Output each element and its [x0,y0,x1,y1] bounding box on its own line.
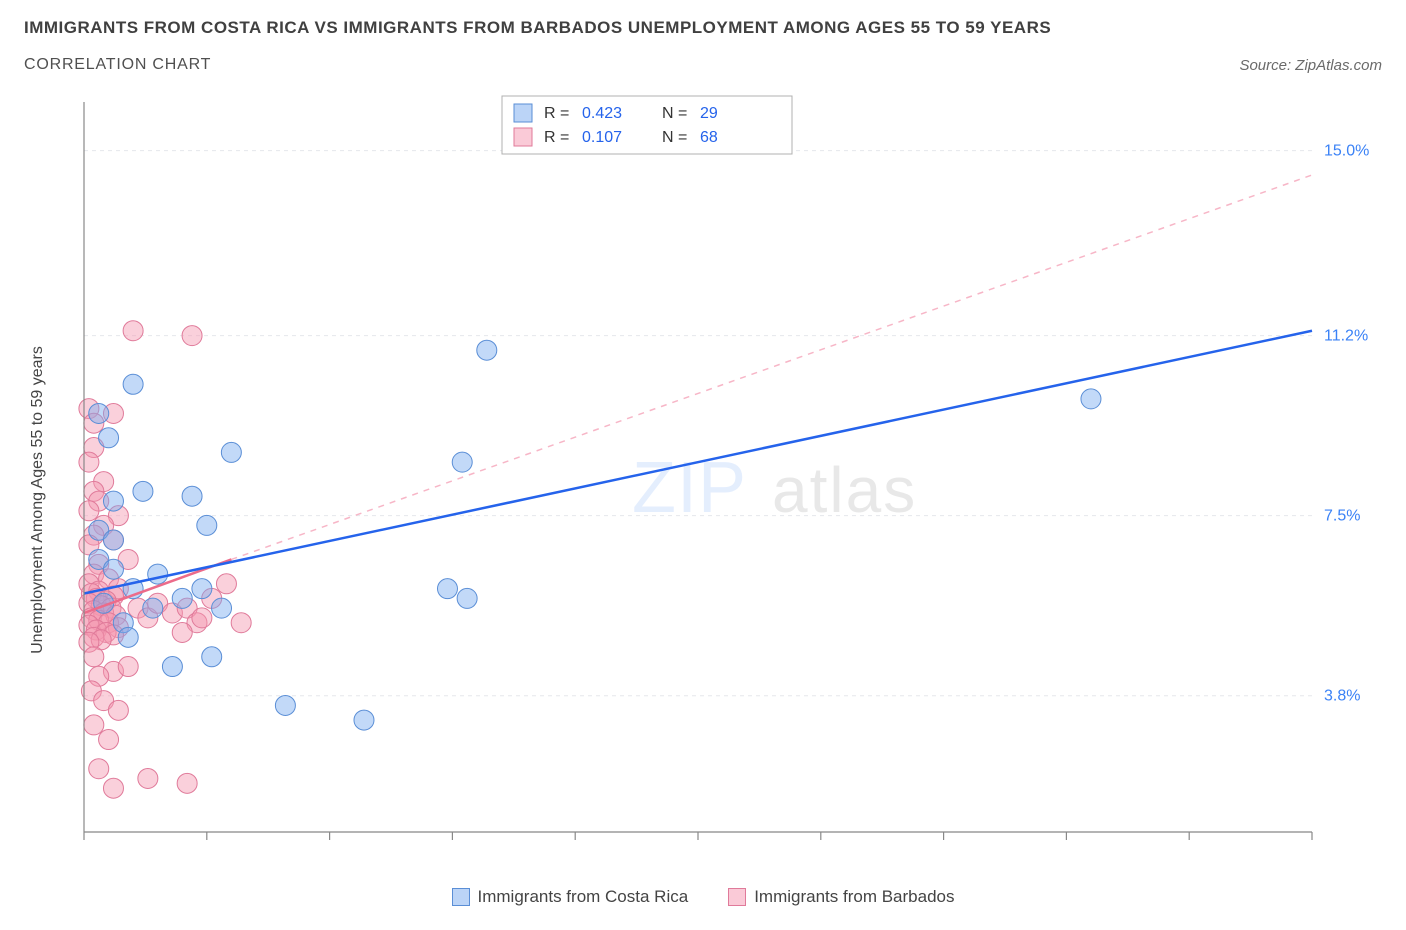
stats-legend: R = 0.423 N = 29 R = 0.107 N = 68 [502,96,792,154]
data-point [192,608,212,628]
subtitle: CORRELATION CHART [24,56,211,74]
data-point [118,627,138,647]
data-point [172,622,192,642]
data-point [192,579,212,599]
svg-text:R =: R = [544,129,569,146]
svg-text:N =: N = [662,129,687,146]
data-point [103,530,123,550]
data-point [89,403,109,423]
legend-swatch-pink [728,888,746,906]
data-point [172,588,192,608]
data-point [103,778,123,798]
data-point [138,768,158,788]
correlation-chart: Unemployment Among Ages 55 to 59 years Z… [24,92,1382,907]
page-title: IMMIGRANTS FROM COSTA RICA VS IMMIGRANTS… [24,18,1382,38]
data-point [202,647,222,667]
data-point [123,374,143,394]
data-point [197,515,217,535]
data-point [216,574,236,594]
watermark-text: ZIP [632,448,747,528]
svg-text:0.107: 0.107 [582,129,622,146]
data-point [89,759,109,779]
data-point [99,730,119,750]
data-point [162,657,182,677]
data-point [103,491,123,511]
legend-item-barbados: Immigrants from Barbados [728,887,954,907]
y-axis-label: Unemployment Among Ages 55 to 59 years [29,346,47,654]
data-point [212,598,232,618]
data-point [457,588,477,608]
data-point [182,326,202,346]
data-point [452,452,472,472]
data-point [231,613,251,633]
data-point [99,428,119,448]
chart-svg: ZIP atlas 3.8% 7.5% 11.2% 15.0% R = 0.423 N =… [72,92,1382,872]
data-point [84,647,104,667]
data-point [118,657,138,677]
y-tick-label: 3.8% [1324,688,1360,705]
legend-label: Immigrants from Barbados [754,887,954,907]
legend-label: Immigrants from Costa Rica [478,887,689,907]
svg-text:29: 29 [700,105,718,122]
data-point [1081,389,1101,409]
data-point [123,321,143,341]
y-tick-label: 7.5% [1324,508,1360,525]
data-point [182,486,202,506]
data-point [79,452,99,472]
svg-text:R =: R = [544,105,569,122]
data-point [79,501,99,521]
trend-line-costa-rica [84,331,1312,594]
y-tick-label: 11.2% [1324,328,1368,345]
data-point [103,559,123,579]
data-point [354,710,374,730]
svg-text:N =: N = [662,105,687,122]
series-legend: Immigrants from Costa Rica Immigrants fr… [24,887,1382,907]
data-point [133,481,153,501]
y-tick-label: 15.0% [1324,143,1369,160]
legend-swatch-blue [452,888,470,906]
svg-text:68: 68 [700,129,718,146]
source-label: Source: ZipAtlas.com [1239,57,1382,74]
data-point [221,442,241,462]
data-point [177,773,197,793]
data-point [84,715,104,735]
legend-item-costa-rica: Immigrants from Costa Rica [452,887,689,907]
data-point [108,700,128,720]
svg-text:0.423: 0.423 [582,105,622,122]
data-point [148,564,168,584]
data-point [143,598,163,618]
data-point [275,695,295,715]
watermark-text2: atlas [772,454,917,526]
data-point [437,579,457,599]
data-point [477,340,497,360]
